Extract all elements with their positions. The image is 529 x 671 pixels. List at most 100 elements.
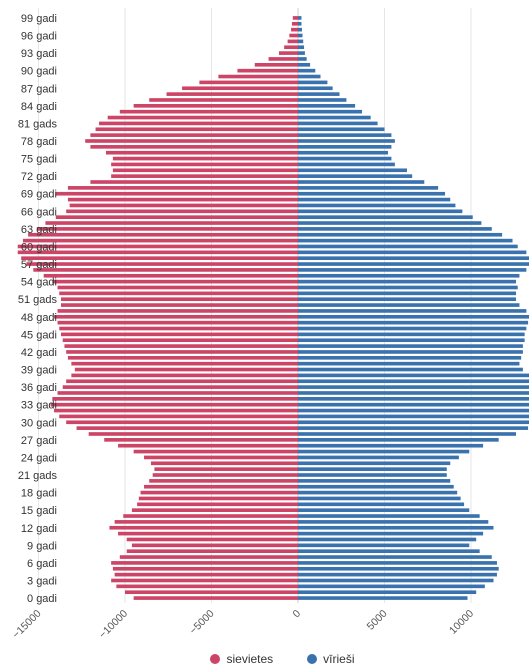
bar-women-age-55[interactable] bbox=[43, 273, 298, 278]
bar-women-age-51[interactable] bbox=[60, 297, 298, 302]
bar-women-age-58[interactable] bbox=[21, 256, 298, 261]
bar-women-age-33[interactable] bbox=[50, 402, 298, 407]
bar-men-age-44[interactable] bbox=[298, 338, 525, 343]
bar-men-age-85[interactable] bbox=[298, 98, 347, 102]
bar-women-age-90[interactable] bbox=[237, 68, 298, 73]
bar-women-age-79[interactable] bbox=[90, 133, 299, 137]
bar-men-age-21[interactable] bbox=[298, 473, 447, 477]
bar-men-age-15[interactable] bbox=[298, 508, 470, 512]
bar-men-age-89[interactable] bbox=[298, 74, 321, 79]
bar-men-age-4[interactable] bbox=[298, 572, 497, 577]
bar-women-age-73[interactable] bbox=[112, 168, 298, 173]
bar-women-age-52[interactable] bbox=[59, 291, 299, 296]
bar-men-age-7[interactable] bbox=[298, 555, 492, 559]
bar-women-age-91[interactable] bbox=[254, 62, 298, 67]
bar-women-age-27[interactable] bbox=[104, 438, 299, 442]
bar-women-age-66[interactable] bbox=[66, 209, 299, 214]
bar-women-age-61[interactable] bbox=[22, 238, 299, 243]
bar-men-age-63[interactable] bbox=[298, 227, 492, 231]
bar-men-age-87[interactable] bbox=[298, 86, 333, 91]
bar-men-age-68[interactable] bbox=[298, 197, 451, 202]
bar-men-age-30[interactable] bbox=[298, 420, 529, 425]
bar-women-age-14[interactable] bbox=[123, 514, 299, 518]
bar-men-age-93[interactable] bbox=[298, 51, 305, 55]
bar-women-age-13[interactable] bbox=[114, 520, 299, 524]
bar-women-age-45[interactable] bbox=[60, 332, 298, 337]
bar-women-age-63[interactable] bbox=[36, 227, 299, 231]
bar-women-age-35[interactable] bbox=[57, 391, 298, 395]
bar-women-age-38[interactable] bbox=[71, 373, 299, 378]
bar-women-age-15[interactable] bbox=[131, 508, 298, 512]
bar-men-age-46[interactable] bbox=[298, 326, 527, 331]
bar-men-age-62[interactable] bbox=[298, 232, 503, 237]
bar-men-age-50[interactable] bbox=[298, 303, 520, 307]
bar-men-age-26[interactable] bbox=[298, 443, 484, 448]
bar-women-age-57[interactable] bbox=[26, 262, 298, 266]
bar-men-age-18[interactable] bbox=[298, 490, 458, 495]
bar-men-age-74[interactable] bbox=[298, 162, 395, 167]
bar-women-age-88[interactable] bbox=[199, 80, 298, 85]
bar-women-age-25[interactable] bbox=[133, 449, 298, 454]
bar-men-age-5[interactable] bbox=[298, 566, 499, 571]
bar-men-age-80[interactable] bbox=[298, 127, 385, 132]
bar-women-age-94[interactable] bbox=[284, 45, 298, 50]
bar-men-age-66[interactable] bbox=[298, 209, 463, 214]
bar-men-age-90[interactable] bbox=[298, 68, 316, 73]
bar-men-age-47[interactable] bbox=[298, 320, 529, 325]
bar-women-age-31[interactable] bbox=[59, 414, 299, 419]
bar-men-age-23[interactable] bbox=[298, 461, 451, 466]
bar-men-age-6[interactable] bbox=[298, 561, 497, 565]
bar-men-age-81[interactable] bbox=[298, 121, 378, 126]
bar-women-age-37[interactable] bbox=[66, 379, 299, 384]
bar-women-age-36[interactable] bbox=[62, 385, 298, 389]
bar-men-age-14[interactable] bbox=[298, 514, 480, 518]
bar-men-age-79[interactable] bbox=[298, 133, 392, 137]
bar-women-age-17[interactable] bbox=[138, 496, 298, 501]
bar-men-age-95[interactable] bbox=[298, 39, 304, 44]
bar-women-age-46[interactable] bbox=[59, 326, 299, 331]
bar-women-age-95[interactable] bbox=[287, 39, 298, 44]
bar-men-age-1[interactable] bbox=[298, 590, 477, 595]
bar-men-age-77[interactable] bbox=[298, 145, 392, 149]
bar-women-age-10[interactable] bbox=[126, 537, 298, 542]
bar-women-age-6[interactable] bbox=[111, 561, 298, 565]
bar-women-age-67[interactable] bbox=[69, 203, 298, 208]
bar-women-age-22[interactable] bbox=[154, 467, 298, 471]
bar-men-age-71[interactable] bbox=[298, 180, 425, 184]
bar-men-age-49[interactable] bbox=[298, 309, 527, 313]
bar-men-age-78[interactable] bbox=[298, 139, 395, 143]
bar-men-age-86[interactable] bbox=[298, 92, 340, 96]
bar-women-age-32[interactable] bbox=[54, 408, 298, 413]
bar-men-age-36[interactable] bbox=[298, 385, 529, 389]
bar-men-age-25[interactable] bbox=[298, 449, 470, 454]
bar-men-age-9[interactable] bbox=[298, 543, 470, 548]
bar-women-age-65[interactable] bbox=[55, 215, 298, 219]
bar-women-age-56[interactable] bbox=[33, 268, 299, 272]
bar-men-age-61[interactable] bbox=[298, 238, 513, 243]
bar-women-age-42[interactable] bbox=[66, 350, 299, 354]
bar-women-age-92[interactable] bbox=[268, 57, 298, 61]
bar-women-age-96[interactable] bbox=[289, 33, 298, 38]
bar-women-age-30[interactable] bbox=[66, 420, 299, 425]
bar-men-age-3[interactable] bbox=[298, 578, 494, 583]
bar-women-age-0[interactable] bbox=[133, 596, 298, 600]
bar-men-age-94[interactable] bbox=[298, 45, 305, 50]
bar-men-age-97[interactable] bbox=[298, 27, 302, 32]
legend-item-men[interactable]: vīrieši bbox=[295, 652, 355, 666]
bar-men-age-75[interactable] bbox=[298, 156, 392, 161]
bar-men-age-19[interactable] bbox=[298, 484, 454, 489]
bar-men-age-37[interactable] bbox=[298, 379, 529, 384]
bar-women-age-41[interactable] bbox=[67, 355, 298, 360]
bar-women-age-74[interactable] bbox=[111, 162, 298, 167]
bar-women-age-72[interactable] bbox=[111, 174, 298, 178]
bar-men-age-96[interactable] bbox=[298, 33, 303, 38]
bar-women-age-83[interactable] bbox=[119, 109, 298, 114]
bar-men-age-70[interactable] bbox=[298, 186, 439, 190]
bar-women-age-11[interactable] bbox=[118, 531, 298, 536]
bar-women-age-81[interactable] bbox=[99, 121, 298, 126]
bar-women-age-24[interactable] bbox=[144, 455, 298, 460]
bar-women-age-89[interactable] bbox=[218, 74, 298, 79]
bar-men-age-33[interactable] bbox=[298, 402, 529, 407]
bar-women-age-98[interactable] bbox=[291, 21, 298, 26]
bar-men-age-29[interactable] bbox=[298, 426, 529, 430]
